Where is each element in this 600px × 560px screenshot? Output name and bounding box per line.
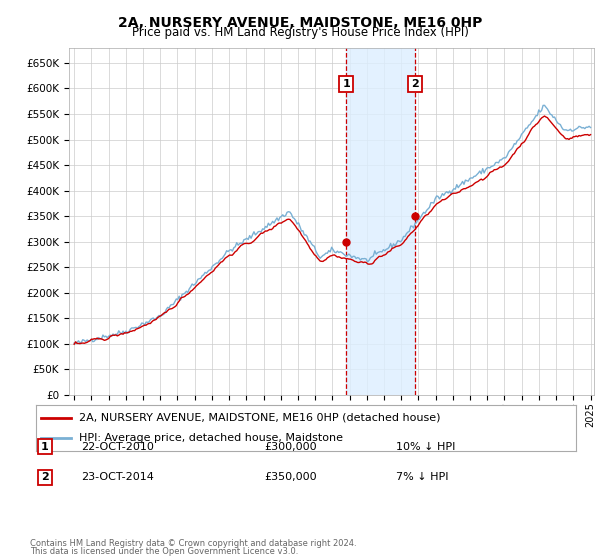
Text: Contains HM Land Registry data © Crown copyright and database right 2024.: Contains HM Land Registry data © Crown c… (30, 539, 356, 548)
Text: 2: 2 (41, 473, 49, 482)
Text: 1: 1 (41, 442, 49, 451)
Text: 7% ↓ HPI: 7% ↓ HPI (396, 473, 449, 482)
Text: 10% ↓ HPI: 10% ↓ HPI (396, 442, 455, 451)
Text: HPI: Average price, detached house, Maidstone: HPI: Average price, detached house, Maid… (79, 433, 343, 444)
Text: This data is licensed under the Open Government Licence v3.0.: This data is licensed under the Open Gov… (30, 547, 298, 556)
Text: 2A, NURSERY AVENUE, MAIDSTONE, ME16 0HP: 2A, NURSERY AVENUE, MAIDSTONE, ME16 0HP (118, 16, 482, 30)
Text: 2: 2 (411, 79, 419, 89)
Text: £300,000: £300,000 (264, 442, 317, 451)
Text: 1: 1 (342, 79, 350, 89)
Text: £350,000: £350,000 (264, 473, 317, 482)
Text: 23-OCT-2014: 23-OCT-2014 (81, 473, 154, 482)
Text: 2A, NURSERY AVENUE, MAIDSTONE, ME16 0HP (detached house): 2A, NURSERY AVENUE, MAIDSTONE, ME16 0HP … (79, 413, 440, 423)
Bar (346, 48, 415, 395)
Text: Price paid vs. HM Land Registry's House Price Index (HPI): Price paid vs. HM Land Registry's House … (131, 26, 469, 39)
Text: 22-OCT-2010: 22-OCT-2010 (81, 442, 154, 451)
